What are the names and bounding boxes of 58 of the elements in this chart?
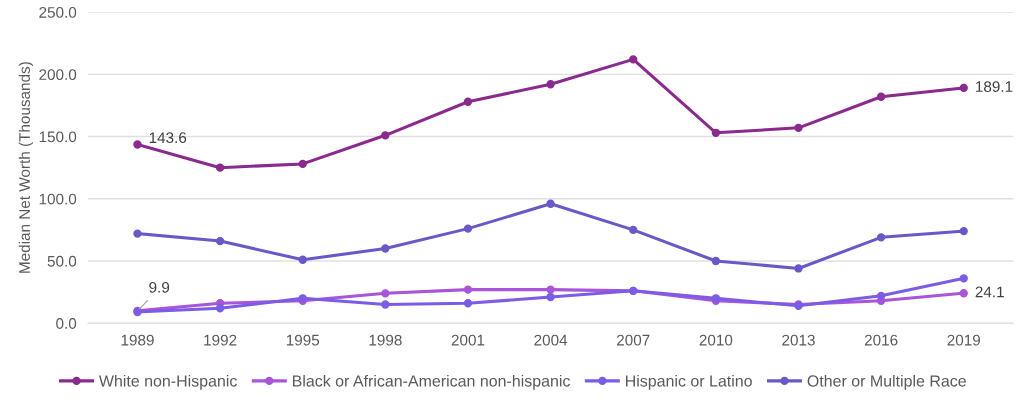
point: [463, 97, 473, 106]
point: [876, 291, 886, 300]
y-tick-label: 150.0: [39, 131, 77, 143]
legend-label: Other or Multiple Race: [807, 374, 966, 390]
point: [133, 140, 142, 149]
annotation: 9.9: [149, 281, 170, 293]
point: [133, 229, 142, 238]
y-tick-label: 200.0: [39, 69, 77, 81]
x-tick-label: 2007: [617, 334, 650, 346]
point: [215, 236, 225, 246]
point: [381, 131, 390, 140]
point: [298, 159, 307, 169]
annotation: 24.1: [975, 286, 1004, 298]
x-tick-label: 1998: [369, 334, 402, 346]
point: [215, 163, 225, 172]
x-tick-label: 1989: [121, 334, 154, 346]
point: [629, 225, 638, 235]
x-tick-label: 2004: [534, 334, 568, 346]
point: [959, 274, 968, 283]
point: [711, 128, 721, 137]
point: [959, 289, 968, 298]
x-tick-label: 2019: [947, 334, 981, 346]
point: [381, 289, 390, 298]
x-tick-label: 1995: [286, 334, 320, 346]
annotation: 143.6: [149, 132, 187, 144]
point: [463, 299, 473, 308]
y-tick-label: 50.0: [47, 255, 77, 267]
annotation: 189.1: [976, 81, 1013, 92]
point: [546, 285, 555, 294]
y-tick-label: 250.0: [39, 6, 77, 18]
point: [298, 255, 307, 264]
y-axis-title: Median Net Worth (Thousands): [18, 62, 33, 273]
x-tick-label: 2010: [699, 334, 733, 346]
x-tick-label: 1992: [204, 334, 237, 346]
y-tick-label: 100.0: [39, 193, 77, 205]
x-tick-label: 2016: [864, 334, 898, 346]
point: [959, 226, 968, 236]
point: [463, 224, 473, 233]
point: [876, 233, 886, 242]
point: [463, 285, 473, 294]
x-tick-label: 2013: [782, 334, 815, 346]
point: [546, 199, 555, 208]
point: [381, 300, 390, 309]
point: [629, 55, 638, 64]
point: [794, 264, 803, 273]
legend-label: Black or African-American non-hispanic: [292, 374, 570, 390]
point: [794, 123, 803, 133]
point: [546, 292, 555, 302]
point: [381, 244, 390, 253]
y-tick-label: 0.0: [56, 318, 77, 329]
point: [711, 256, 721, 266]
x-tick-label: 2001: [451, 334, 485, 346]
legend-label: Hispanic or Latino: [626, 374, 752, 390]
point: [876, 92, 886, 101]
point: [546, 80, 555, 89]
point: [215, 304, 225, 313]
point: [959, 83, 968, 93]
legend-label: White non-Hispanic: [98, 374, 237, 390]
